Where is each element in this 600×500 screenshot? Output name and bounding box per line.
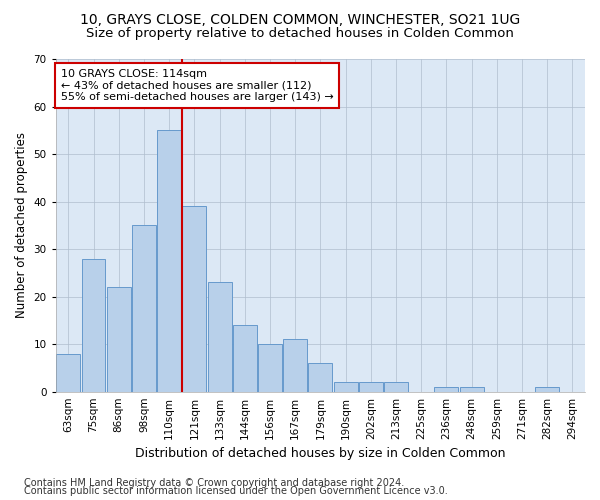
Text: 10 GRAYS CLOSE: 114sqm
← 43% of detached houses are smaller (112)
55% of semi-de: 10 GRAYS CLOSE: 114sqm ← 43% of detached…: [61, 69, 334, 102]
Bar: [258, 344, 282, 392]
Bar: [56, 354, 80, 392]
Bar: [434, 387, 458, 392]
X-axis label: Distribution of detached houses by size in Colden Common: Distribution of detached houses by size …: [135, 447, 506, 460]
Text: Contains HM Land Registry data © Crown copyright and database right 2024.: Contains HM Land Registry data © Crown c…: [24, 478, 404, 488]
Text: 10, GRAYS CLOSE, COLDEN COMMON, WINCHESTER, SO21 1UG: 10, GRAYS CLOSE, COLDEN COMMON, WINCHEST…: [80, 12, 520, 26]
Bar: [107, 287, 131, 392]
Bar: [82, 258, 106, 392]
Bar: [208, 282, 232, 392]
Bar: [460, 387, 484, 392]
Bar: [535, 387, 559, 392]
Bar: [233, 325, 257, 392]
Text: Contains public sector information licensed under the Open Government Licence v3: Contains public sector information licen…: [24, 486, 448, 496]
Bar: [182, 206, 206, 392]
Bar: [132, 226, 156, 392]
Bar: [384, 382, 408, 392]
Bar: [283, 340, 307, 392]
Bar: [334, 382, 358, 392]
Bar: [157, 130, 181, 392]
Y-axis label: Number of detached properties: Number of detached properties: [15, 132, 28, 318]
Text: Size of property relative to detached houses in Colden Common: Size of property relative to detached ho…: [86, 28, 514, 40]
Bar: [359, 382, 383, 392]
Bar: [308, 363, 332, 392]
